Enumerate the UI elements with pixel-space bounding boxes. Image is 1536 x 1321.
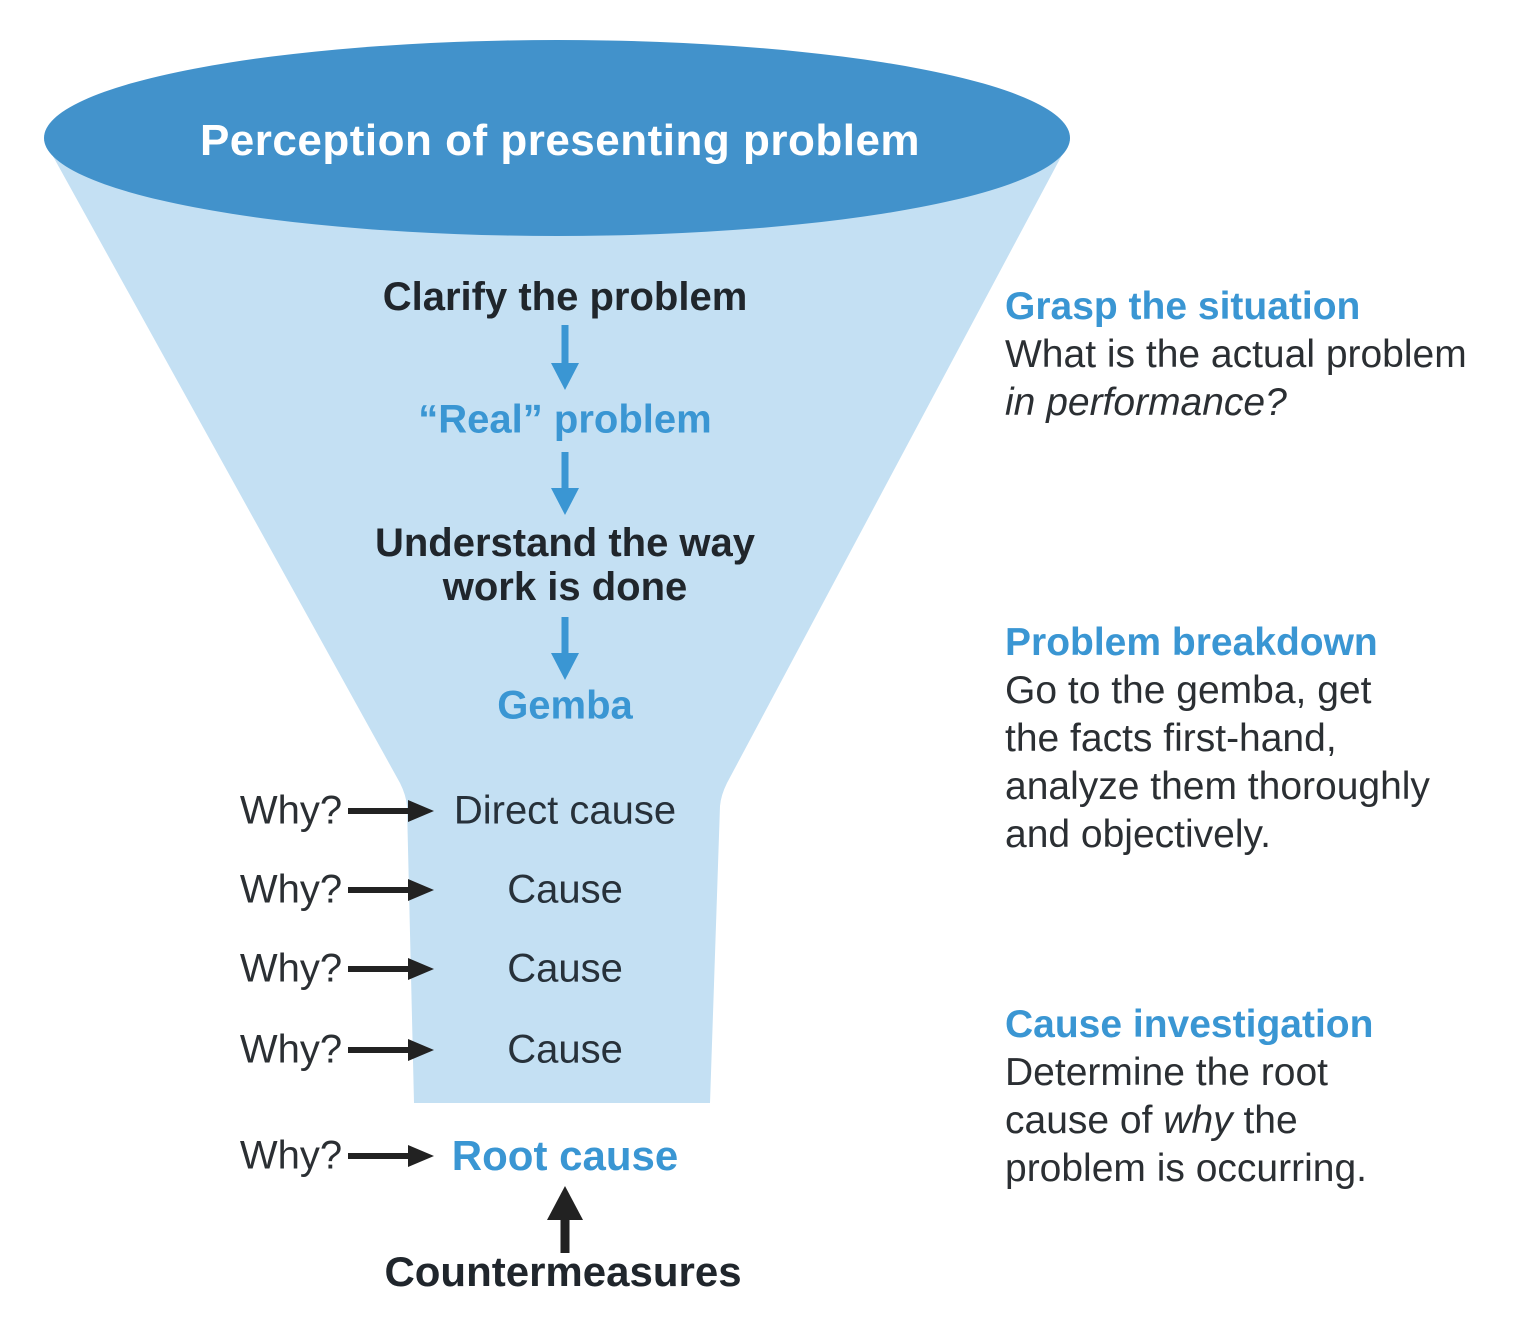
why-arrow-2 bbox=[348, 879, 434, 901]
countermeasures-label: Countermeasures bbox=[384, 1248, 742, 1295]
annotation-problem-breakdown: Problem breakdown Go to the gemba, get t… bbox=[1005, 619, 1525, 859]
down-arrow-2 bbox=[551, 452, 579, 515]
annotation-line: Go to the gemba, get bbox=[1005, 669, 1372, 712]
countermeasures-up-arrow bbox=[547, 1186, 583, 1253]
annotation-line: and objectively. bbox=[1005, 813, 1271, 856]
funnel-body-shape bbox=[44, 140, 1070, 1103]
funnel-step-real-problem: “Real” problem bbox=[418, 397, 712, 442]
why-arrow-1 bbox=[348, 800, 434, 822]
cause-label-3: Cause bbox=[507, 1027, 623, 1072]
annotation-heading: Grasp the situation bbox=[1005, 285, 1361, 328]
annotation-heading: Cause investigation bbox=[1005, 1003, 1374, 1046]
funnel-step-understand-work: Understand the way work is done bbox=[374, 521, 756, 609]
funnel-step-clarify: Clarify the problem bbox=[382, 275, 748, 319]
annotation-line: cause of why the bbox=[1005, 1099, 1298, 1142]
funnel-title: Perception of presenting problem bbox=[199, 116, 921, 165]
down-arrow-3 bbox=[551, 617, 579, 680]
annotation-grasp-the-situation: Grasp the situation What is the actual p… bbox=[1005, 283, 1525, 427]
why-label-4: Why? bbox=[239, 1027, 343, 1072]
cause-label-1: Cause bbox=[507, 867, 623, 912]
direct-cause-label: Direct cause bbox=[453, 788, 677, 833]
annotation-line: What is the actual problem bbox=[1005, 333, 1467, 376]
down-arrow-1 bbox=[551, 325, 579, 390]
why-label-5: Why? bbox=[239, 1133, 343, 1178]
cause-label-2: Cause bbox=[507, 946, 623, 991]
root-cause-label: Root cause bbox=[451, 1132, 679, 1179]
annotation-line: Determine the root bbox=[1005, 1051, 1328, 1094]
annotation-line: in performance? bbox=[1005, 381, 1287, 424]
annotation-line: the facts first-hand, bbox=[1005, 717, 1337, 760]
annotation-cause-investigation: Cause investigation Determine the root c… bbox=[1005, 1001, 1525, 1193]
why-label-2: Why? bbox=[239, 867, 343, 912]
why-arrow-3 bbox=[348, 958, 434, 980]
funnel-mouth-ellipse bbox=[44, 40, 1070, 236]
annotation-heading: Problem breakdown bbox=[1005, 621, 1378, 664]
why-label-1: Why? bbox=[239, 788, 343, 833]
annotation-line: analyze them thoroughly bbox=[1005, 765, 1430, 808]
funnel-step-gemba: Gemba bbox=[497, 683, 633, 728]
why-arrow-4 bbox=[348, 1039, 434, 1061]
why-label-3: Why? bbox=[239, 946, 343, 991]
annotation-line: problem is occurring. bbox=[1005, 1147, 1367, 1190]
why-arrow-5 bbox=[348, 1145, 434, 1167]
